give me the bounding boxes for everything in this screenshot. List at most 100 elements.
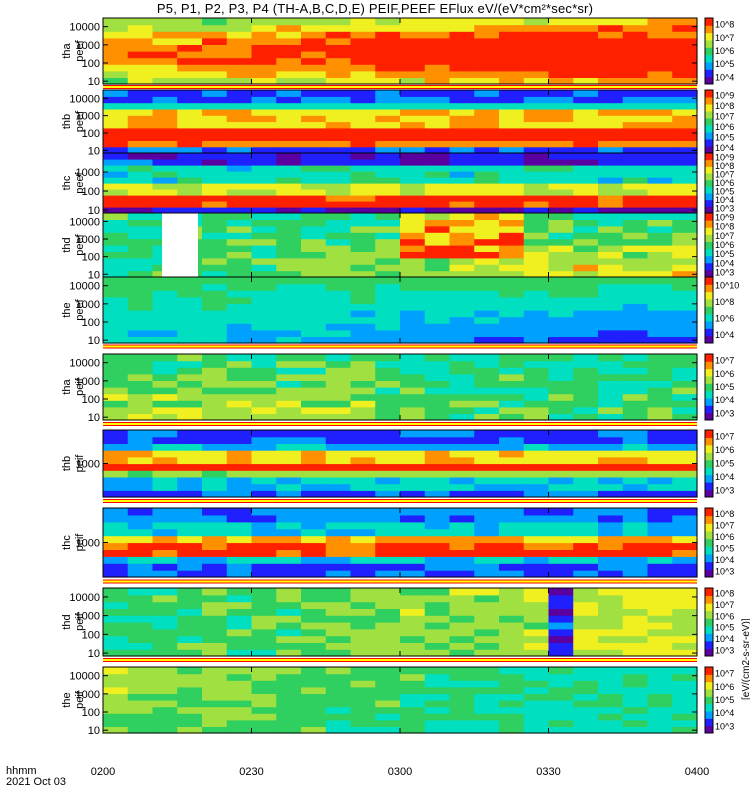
heatmap-cell [548,514,574,523]
heatmap-cell [152,443,178,451]
colorbar-segment [705,18,713,26]
heatmap-cell [350,436,376,444]
heatmap-cell [375,570,401,578]
colorbar-tick-label: 10^8 [715,509,734,519]
heatmap-cell [127,483,154,491]
heatmap-cell [103,219,129,227]
heatmap-cell [474,77,500,85]
heatmap-cell [301,159,327,166]
heatmap-cell [622,115,649,123]
heatmap-cell [152,649,178,657]
heatmap-cell [325,232,352,240]
colorbar-tick-label: 10^3 [715,204,734,214]
heatmap-cell [622,64,649,72]
heatmap-cell [226,213,253,220]
heatmap-cell [622,207,649,214]
heatmap-cell [400,153,426,160]
heatmap-cell [573,673,599,681]
heatmap-cell [474,686,500,694]
heatmap-cell [474,456,500,465]
heatmap-cell [325,165,352,172]
heatmap-cell [598,436,624,444]
y-tick-label: 100 [82,252,100,264]
heatmap-cell [375,171,401,178]
heatmap-cell [523,115,550,123]
colorbar-segment [705,625,713,634]
heatmap-cell [276,153,302,160]
heatmap-cell [598,726,624,734]
heatmap-cell [375,257,401,265]
heatmap-cell [449,588,475,596]
heatmap-cell [177,393,203,401]
heatmap-cell [622,680,649,688]
heatmap-cell [127,134,154,141]
heatmap-cell [424,189,451,196]
colorbar-segment [705,554,713,563]
heatmap-cell [226,535,253,544]
heatmap-cell [152,436,178,444]
heatmap-cell [400,323,426,331]
heatmap-cell [103,57,129,65]
heatmap-cell [672,649,698,657]
heatmap-cell [177,171,203,178]
colorbar-segment [705,674,713,683]
colorbar-segment [705,269,713,278]
heatmap-cell [301,165,327,172]
heatmap-cell [152,456,178,465]
heatmap-cell [375,270,401,278]
heatmap-cell [301,563,327,571]
heatmap-cell [474,490,500,498]
heatmap-cell [548,649,574,657]
heatmap-cell [103,542,129,550]
heatmap-cell [499,700,525,708]
heatmap-cell [499,140,525,148]
heatmap-cell [672,360,698,368]
heatmap-cell [499,127,525,135]
heatmap-cell [523,127,550,135]
heatmap-cell [301,64,327,72]
heatmap-cell [226,329,253,337]
heatmap-cell [424,96,451,104]
heatmap-cell [202,490,228,498]
heatmap-cell [375,443,401,451]
heatmap-cell [672,443,698,451]
heatmap-cell [400,108,426,116]
heatmap-cell [647,31,673,39]
heatmap-cell [598,430,624,438]
heatmap-cell [325,251,352,259]
heatmap-cell [523,476,550,485]
colorbar-segment [705,227,713,235]
heatmap-cell [103,700,129,708]
y-tick-label: 10000 [69,358,100,370]
heatmap-cell [573,121,599,129]
heatmap-cell [152,183,178,190]
heatmap-cell [251,490,277,498]
heatmap-cell [598,195,624,202]
heatmap-cell [375,134,401,141]
heatmap-cell [226,463,253,471]
heatmap-cell [177,90,203,97]
heatmap-cell [548,102,574,110]
heatmap-cell [499,201,525,208]
heatmap-cell [449,90,475,97]
heatmap-cell [548,77,574,85]
heatmap-cell [548,470,574,478]
heatmap-cell [127,213,154,220]
heatmap-cell [622,700,649,708]
heatmap-cell [103,373,129,381]
colorbar-segment [705,291,713,300]
heatmap-cell [622,77,649,85]
heatmap-cell [375,153,401,160]
heatmap-cell [375,463,401,471]
heatmap-cell [350,323,376,331]
heatmap-cell [226,430,253,438]
heatmap-cell [325,719,352,727]
heatmap-cell [375,207,401,214]
colorbar-segment [705,335,713,344]
heatmap-cell [474,542,500,550]
heatmap-cell [301,270,327,278]
colorbar-segment [705,125,713,133]
heatmap-cell [251,713,277,721]
heatmap-cell [474,622,500,630]
heatmap-cell [177,406,203,414]
